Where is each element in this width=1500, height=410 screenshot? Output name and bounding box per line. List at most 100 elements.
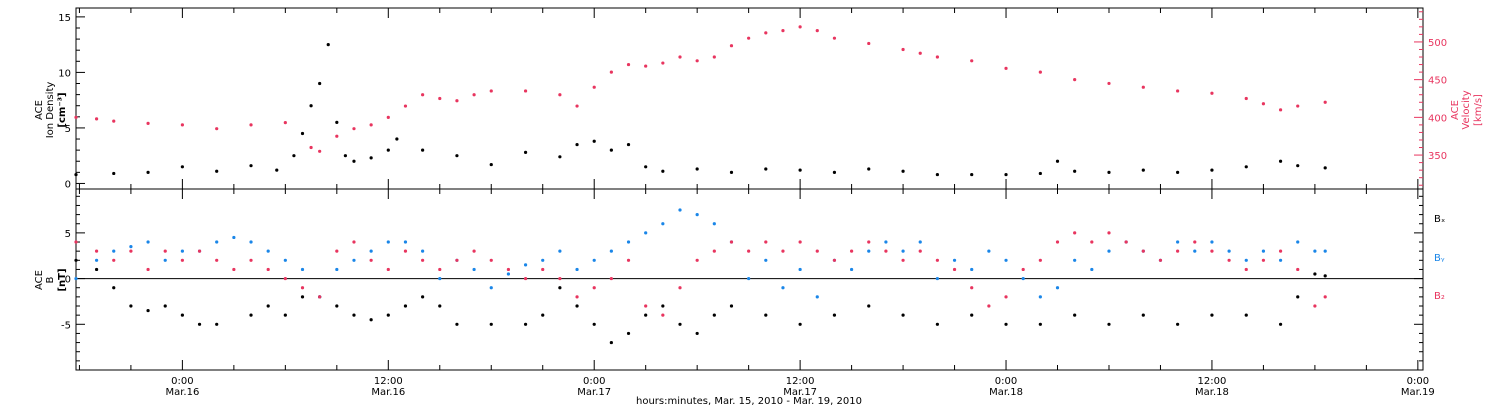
bz-point xyxy=(661,313,665,317)
bz-point xyxy=(1210,249,1214,253)
density-point xyxy=(309,104,313,108)
bz-point xyxy=(644,304,648,308)
y-tick-label: 0 xyxy=(65,275,71,286)
by-point xyxy=(541,258,545,262)
density-point xyxy=(369,156,373,160)
bz-point xyxy=(918,249,922,253)
density-point xyxy=(489,162,493,167)
velocity-point xyxy=(335,134,339,138)
by-point xyxy=(1176,240,1180,244)
bz-point xyxy=(403,249,408,253)
ion-density-axis-label-line: [cm⁻³] xyxy=(57,92,68,127)
bx-point xyxy=(575,304,579,308)
velocity-point xyxy=(764,31,768,35)
by-point xyxy=(644,231,648,235)
x-tick-label-date: Mar.16 xyxy=(165,387,199,398)
velocity-point xyxy=(609,70,613,74)
by-point xyxy=(1038,295,1042,299)
by-point xyxy=(575,267,579,272)
x-tick-label-date: Mar.17 xyxy=(577,387,611,398)
by-point xyxy=(815,295,819,299)
bx-point xyxy=(935,322,939,326)
ion-density-axis-label-line: ACE xyxy=(34,100,45,120)
by-point xyxy=(523,263,528,267)
bz-point xyxy=(815,249,819,253)
velocity-point xyxy=(318,149,322,153)
bx-point xyxy=(1038,322,1042,326)
bx-point xyxy=(300,295,305,299)
velocity-point xyxy=(798,25,802,29)
by-point xyxy=(1323,249,1327,253)
bx-point xyxy=(592,322,596,326)
y-tick-label-right: 500 xyxy=(1428,38,1447,49)
bx-point xyxy=(163,304,167,308)
velocity-point xyxy=(626,62,631,67)
bz-point xyxy=(1278,249,1283,253)
by-point xyxy=(1313,249,1317,253)
by-point xyxy=(1227,249,1231,253)
bz-point xyxy=(300,286,305,290)
by-point xyxy=(747,276,751,281)
bz-point xyxy=(455,258,459,262)
bz-point xyxy=(197,249,202,253)
bz-point xyxy=(112,258,116,262)
bz-point xyxy=(575,295,579,299)
bz-point xyxy=(747,249,751,253)
bz-point xyxy=(1090,240,1094,244)
density-point xyxy=(1296,164,1300,168)
bx-point xyxy=(678,322,682,326)
magnetic-field-axis-label-line: [nT] xyxy=(57,268,68,291)
bz-point xyxy=(1107,231,1111,235)
velocity-axis-label-line: Velocity xyxy=(1461,90,1472,129)
bx-point xyxy=(197,322,202,326)
bz-point xyxy=(1055,240,1060,244)
velocity-point xyxy=(678,55,682,59)
y-tick-label-right: 400 xyxy=(1428,113,1447,124)
bx-point xyxy=(1073,313,1077,317)
bz-point xyxy=(232,267,236,272)
density-point xyxy=(300,131,305,136)
bz-point xyxy=(1021,267,1025,272)
by-point xyxy=(609,249,613,253)
bx-point xyxy=(1141,313,1145,317)
by-point xyxy=(369,249,373,253)
density-point xyxy=(1210,168,1214,172)
density-point xyxy=(1141,168,1145,172)
x-axis-title: hours:minutes, Mar. 15, 2010 - Mar. 19, … xyxy=(636,396,862,407)
x-tick-label-time: 12:00 xyxy=(1198,376,1227,387)
x-tick-label-time: 12:00 xyxy=(374,376,403,387)
velocity-point xyxy=(94,117,99,121)
density-point xyxy=(335,120,339,124)
by-point xyxy=(1021,276,1025,281)
x-tick-label-date: Mar.16 xyxy=(371,387,405,398)
density-point xyxy=(395,137,399,141)
by-point xyxy=(764,258,768,262)
bz-point xyxy=(335,249,339,253)
y-tick-label: 10 xyxy=(58,68,71,79)
density-point xyxy=(1278,159,1283,163)
bx-point xyxy=(403,304,408,308)
bx-point xyxy=(94,267,99,272)
by-point xyxy=(249,240,253,244)
bz-point xyxy=(421,258,425,262)
velocity-point xyxy=(1296,104,1300,108)
bx-point xyxy=(523,322,528,326)
velocity-point xyxy=(935,55,939,59)
by-point xyxy=(489,286,493,290)
by-point xyxy=(867,249,871,253)
velocity-point xyxy=(1244,96,1248,101)
bx-point xyxy=(712,313,716,317)
by-point xyxy=(592,258,596,262)
density-point xyxy=(74,172,78,177)
velocity-axis-label: ACE Velocity [km/s] xyxy=(1450,90,1484,129)
density-point xyxy=(729,170,734,174)
bz-point xyxy=(146,267,150,272)
bx-point xyxy=(1244,313,1248,317)
density-point xyxy=(421,148,425,152)
by-point xyxy=(712,222,716,226)
bz-point xyxy=(1038,258,1042,262)
bx-point xyxy=(369,318,373,322)
velocity-point xyxy=(918,51,922,55)
x-tick-label-time: 0:00 xyxy=(171,376,193,387)
